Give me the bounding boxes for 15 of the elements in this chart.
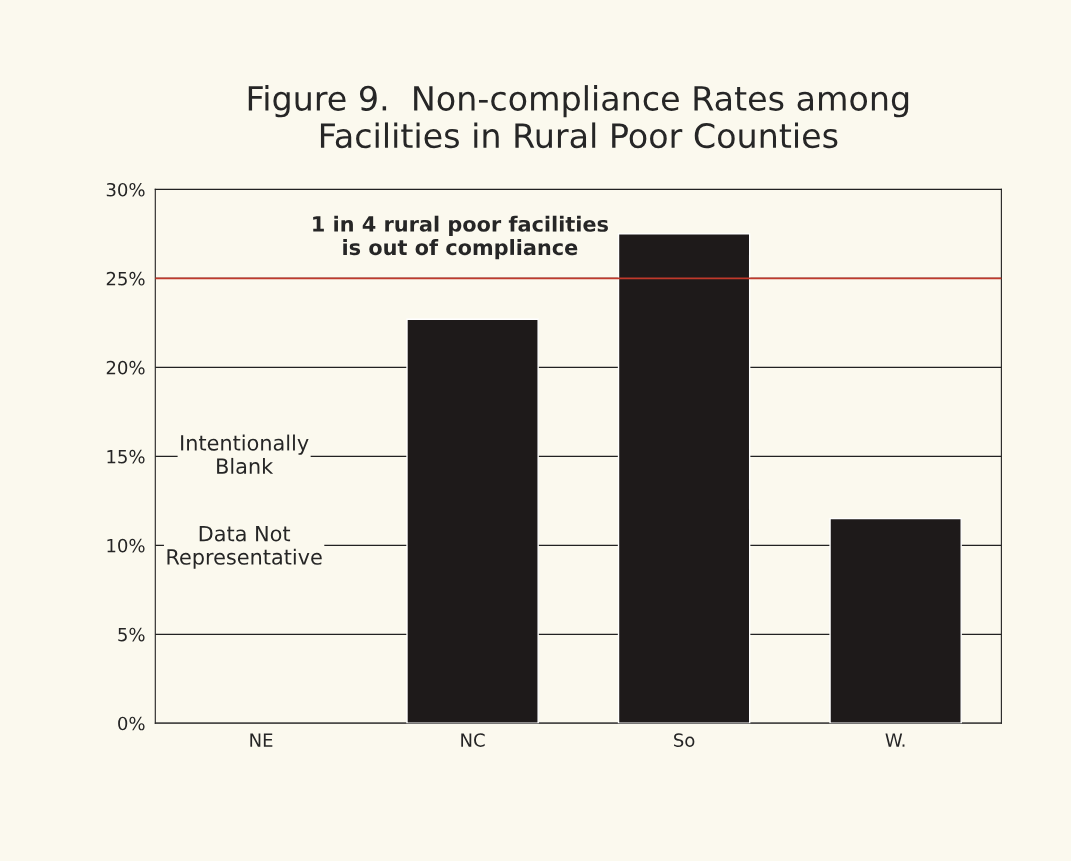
x-tick-label: So (674, 733, 695, 747)
x-tick-label: W. (885, 733, 905, 747)
y-tick-label: 15% (107, 449, 145, 464)
y-tick-label: 20% (106, 360, 145, 375)
y-tick-label: 10% (107, 538, 145, 553)
y-tick-label: 5% (118, 627, 145, 642)
y-tick-label: 30% (106, 182, 145, 197)
chart-title: Figure 9. Non-compliance Rates among Facilities in Rural Poor Counties (248, 85, 909, 149)
annotation: Data Not Representative (167, 525, 322, 569)
y-tick-label: 0% (118, 716, 145, 731)
annotation: Intentionally Blank (181, 434, 309, 475)
annotation: 1 in 4 rural poor facilities is out of compliance (313, 215, 608, 260)
x-tick-label: NE (250, 733, 273, 747)
y-tick-label: 25% (106, 271, 145, 286)
x-tick-label: NC (461, 733, 485, 747)
